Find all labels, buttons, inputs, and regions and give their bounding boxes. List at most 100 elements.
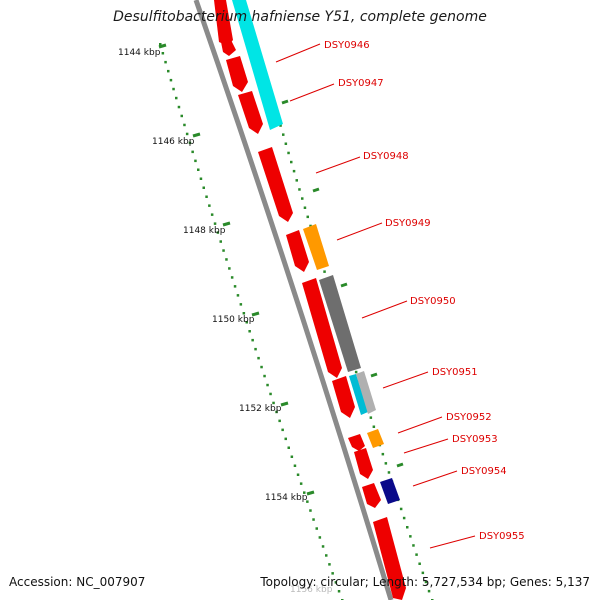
gene-dsy0948[interactable] — [258, 147, 293, 222]
scale-dot — [337, 590, 341, 593]
scale-dot — [275, 410, 278, 414]
scale-dot — [298, 188, 301, 191]
scale-dot — [172, 87, 175, 91]
scale-dot — [295, 179, 298, 182]
scale-dot — [303, 206, 307, 209]
scale-label: 1156 kbp — [290, 585, 333, 595]
gene-dsy0946[interactable] — [221, 40, 236, 56]
scale-label: 1146 kbp — [152, 137, 195, 147]
accession-text: Accession: NC_007907 — [9, 575, 146, 589]
gene-label-dsy0952[interactable]: DSY0952 — [446, 412, 492, 423]
scale-dot — [177, 105, 181, 109]
gene-dsy0950[interactable] — [302, 278, 342, 378]
scale-tick-1154: 1154 kbp — [265, 490, 315, 503]
scale-dot — [194, 159, 197, 163]
scale-dot — [315, 527, 318, 530]
gene-dsy0953[interactable] — [354, 448, 373, 479]
scale-dot — [257, 356, 260, 360]
scale-dot — [323, 270, 326, 273]
scale-dot — [188, 141, 192, 145]
scale-dot — [399, 507, 403, 511]
scale-dot — [210, 213, 214, 216]
scale-dot — [292, 169, 296, 173]
gene-dsy0952[interactable] — [348, 434, 365, 451]
scale-dot — [208, 204, 211, 207]
scale-dot — [278, 419, 281, 423]
scale-dot — [272, 401, 275, 405]
scale-tick-1148: 1148 kbp — [183, 221, 231, 236]
scale-dot — [197, 168, 200, 171]
scale-dot — [299, 482, 303, 485]
scale-dot — [312, 518, 315, 521]
gene-label-dsy0950[interactable]: DSY0950 — [410, 296, 456, 307]
scale-dot — [175, 96, 178, 100]
gene-label-dsy0947[interactable]: DSY0947 — [338, 78, 384, 89]
gene-dsy0947[interactable] — [226, 56, 248, 92]
scale-dot — [284, 142, 288, 145]
gene-dsy0951[interactable] — [332, 376, 355, 418]
scale-dot — [251, 338, 254, 342]
scale-label: 1150 kbp — [212, 315, 255, 325]
scale-dot — [328, 563, 331, 566]
topology-summary: Topology: circular; Length: 5,727,534 bp… — [260, 575, 590, 589]
scale-dot — [269, 392, 272, 396]
gene-label-dsy0946[interactable]: DSY0946 — [324, 40, 370, 51]
scale-dot — [321, 545, 325, 548]
scale-dot — [183, 123, 186, 127]
gene-orange-2[interactable] — [367, 429, 384, 448]
scale-dot — [293, 464, 297, 467]
scale-dot — [260, 365, 263, 369]
scale-dot — [331, 572, 334, 575]
gene-label-dsy0948[interactable]: DSY0948 — [363, 151, 409, 162]
scale-dot — [216, 231, 220, 234]
gene-dsy0955[interactable] — [373, 517, 406, 600]
scale-tick-1156: 1156 kbp — [290, 585, 333, 595]
scale-dot — [418, 562, 421, 565]
gene-cyan-short[interactable] — [349, 374, 368, 415]
scale-dot — [372, 425, 376, 428]
scale-dot — [325, 554, 328, 557]
gene-label-dsy0955[interactable]: DSY0955 — [479, 531, 525, 542]
gene-lightgray[interactable] — [356, 371, 376, 414]
scale-dot — [421, 571, 425, 575]
gene-dsy0947b[interactable] — [238, 91, 263, 134]
gene-gray[interactable] — [319, 275, 361, 372]
gene-cyan-long[interactable] — [232, 0, 283, 130]
scale-tick-1152: 1152 kbp — [239, 401, 289, 414]
scale-dot — [239, 303, 243, 306]
gene-label-dsy0953[interactable]: DSY0953 — [452, 434, 498, 445]
gene-dsy0945[interactable] — [214, 0, 233, 46]
scale-tick-1146: 1146 kbp — [152, 132, 201, 147]
scale-dot — [279, 124, 282, 127]
gene-navy[interactable] — [380, 478, 400, 504]
scale-dot — [230, 276, 234, 279]
gene-dsy0954[interactable] — [362, 483, 381, 508]
gene-label-dsy0949[interactable]: DSY0949 — [385, 218, 431, 229]
map-title: Desulfitobacterium hafniense Y51, comple… — [113, 9, 487, 25]
scale-dot — [318, 536, 322, 539]
scale-dot — [180, 114, 183, 118]
scale-dot — [164, 60, 167, 64]
scale-label: 1148 kbp — [183, 226, 226, 236]
scale-dot — [202, 186, 205, 189]
scale-dot — [296, 473, 300, 476]
scale-dot — [284, 437, 287, 441]
scale-dot — [282, 133, 285, 136]
scale-dot — [225, 258, 228, 261]
scale-dot — [354, 370, 358, 374]
gene-label-dsy0951[interactable]: DSY0951 — [432, 367, 478, 378]
scale-dot — [409, 535, 412, 538]
scale-dot — [406, 526, 409, 529]
scale-dot — [306, 215, 309, 219]
scale-dot — [387, 471, 391, 474]
scale-dot — [381, 452, 385, 456]
gene-dsy0949[interactable] — [286, 230, 309, 272]
gene-label-dsy0954[interactable]: DSY0954 — [461, 466, 507, 477]
scale-dot — [402, 516, 406, 520]
gene-orange-1[interactable] — [303, 224, 329, 270]
scale-dot — [415, 553, 418, 556]
scale-dot — [309, 509, 312, 512]
scale-dot — [228, 267, 231, 270]
